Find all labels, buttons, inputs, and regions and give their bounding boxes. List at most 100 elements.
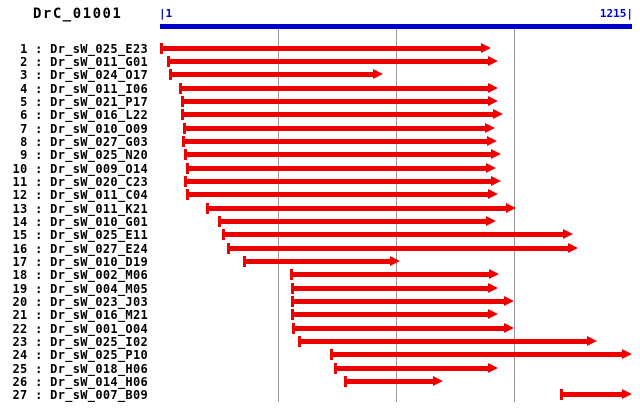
gridline (514, 29, 515, 402)
read-name: Dr_sW_025_P10 (50, 348, 148, 363)
label-separator: : (27, 41, 51, 56)
read-name: Dr_sW_009_O14 (50, 161, 148, 176)
arrowhead-icon (621, 389, 632, 400)
label-separator: : (27, 214, 51, 229)
read-number: 19 (12, 281, 28, 296)
read-name: Dr_sW_010_G01 (50, 214, 148, 229)
read-number: 15 (12, 228, 28, 243)
arrowhead-icon (492, 109, 503, 120)
read-name: Dr_sW_014_H06 (50, 375, 148, 389)
read-name: Dr_sW_002_M06 (50, 268, 148, 283)
read-label: 6 : Dr_sW_016_L22 (0, 108, 148, 123)
arrowhead-icon (486, 215, 497, 226)
read-label: 8 : Dr_sW_027_G03 (0, 134, 148, 149)
label-separator: : (27, 294, 51, 309)
read-label: 11 : Dr_sW_020_C23 (0, 174, 148, 189)
read-arrow (182, 135, 498, 147)
arrowhead-icon (487, 82, 498, 93)
label-separator: : (27, 281, 51, 296)
arrow-shaft (291, 325, 506, 331)
arrowhead-icon (487, 362, 498, 373)
read-arrow (186, 162, 497, 174)
arrowhead-icon (562, 229, 573, 240)
read-arrow (186, 189, 498, 201)
read-name: Dr_sW_025_E23 (50, 41, 148, 56)
read-label: 13 : Dr_sW_011_K21 (0, 201, 148, 216)
read-arrow (167, 55, 498, 67)
arrow-shaft (291, 298, 506, 304)
read-arrow (298, 335, 597, 347)
read-name: Dr_sW_011_G01 (50, 54, 148, 69)
read-name: Dr_sW_011_K21 (50, 201, 148, 216)
read-number: 11 (12, 174, 28, 189)
read-number: 26 (12, 375, 28, 389)
arrow-shaft (289, 272, 492, 278)
read-label: 25 : Dr_sW_018_H06 (0, 361, 148, 376)
label-separator: : (27, 54, 51, 69)
read-label: 17 : Dr_sW_010_D19 (0, 254, 148, 269)
arrow-shaft (329, 352, 624, 358)
read-label: 22 : Dr_sW_001_O04 (0, 321, 148, 336)
read-arrow (221, 229, 573, 241)
read-arrow (291, 309, 498, 321)
read-arrow (205, 202, 517, 214)
arrow-shaft (333, 365, 490, 371)
label-separator: : (27, 81, 51, 96)
arrowhead-icon (487, 282, 498, 293)
arrowhead-icon (487, 135, 498, 146)
read-name: Dr_sW_025_N20 (50, 148, 148, 163)
read-number: 17 (12, 254, 28, 269)
read-arrow (291, 322, 514, 334)
read-arrow (560, 389, 632, 401)
read-arrow (168, 69, 384, 81)
arrow-shaft (184, 178, 493, 184)
read-label: 27 : Dr_sW_007_B09 (0, 388, 148, 402)
read-number: 18 (12, 268, 28, 283)
read-name: Dr_sW_027_G03 (50, 134, 148, 149)
contig-scale-bar (160, 24, 632, 29)
arrow-shaft (291, 312, 490, 318)
read-label: 14 : Dr_sW_010_G01 (0, 214, 148, 229)
read-arrow (181, 109, 503, 121)
arrowhead-icon (490, 175, 501, 186)
read-label: 20 : Dr_sW_023_J03 (0, 294, 148, 309)
read-number: 25 (12, 361, 28, 376)
read-label: 2 : Dr_sW_011_G01 (0, 54, 148, 69)
arrowhead-icon (487, 309, 498, 320)
read-number: 12 (12, 188, 28, 203)
arrowhead-icon (621, 349, 632, 360)
read-name: Dr_sW_011_C04 (50, 188, 148, 203)
read-name: Dr_sW_023_J03 (50, 294, 148, 309)
arrowhead-icon (487, 95, 498, 106)
read-number: 6 (20, 108, 28, 123)
arrow-shaft (181, 98, 490, 104)
label-separator: : (27, 228, 51, 243)
arrow-shaft (291, 285, 490, 291)
label-separator: : (27, 121, 51, 136)
label-separator: : (27, 148, 51, 163)
arrow-shaft (186, 165, 489, 171)
arrowhead-icon (503, 295, 514, 306)
arrow-shaft (343, 379, 435, 384)
read-number: 24 (12, 348, 28, 363)
label-separator: : (27, 241, 51, 256)
read-number: 3 (20, 68, 28, 83)
arrowhead-icon (506, 202, 517, 213)
read-number: 10 (12, 161, 28, 176)
read-number: 23 (12, 334, 28, 349)
arrow-shaft (182, 138, 490, 144)
label-separator: : (27, 108, 51, 123)
read-label: 26 : Dr_sW_014_H06 (0, 375, 148, 389)
read-number: 16 (12, 241, 28, 256)
label-separator: : (27, 321, 51, 336)
label-separator: : (27, 68, 51, 83)
read-number: 13 (12, 201, 28, 216)
read-name: Dr_sW_010_D19 (50, 254, 148, 269)
read-label: 24 : Dr_sW_025_P10 (0, 348, 148, 363)
label-separator: : (27, 334, 51, 349)
arrowhead-icon (432, 376, 443, 386)
arrowhead-icon (567, 242, 578, 253)
arrow-shaft (217, 218, 489, 224)
arrow-shaft (167, 58, 490, 64)
label-separator: : (27, 254, 51, 269)
